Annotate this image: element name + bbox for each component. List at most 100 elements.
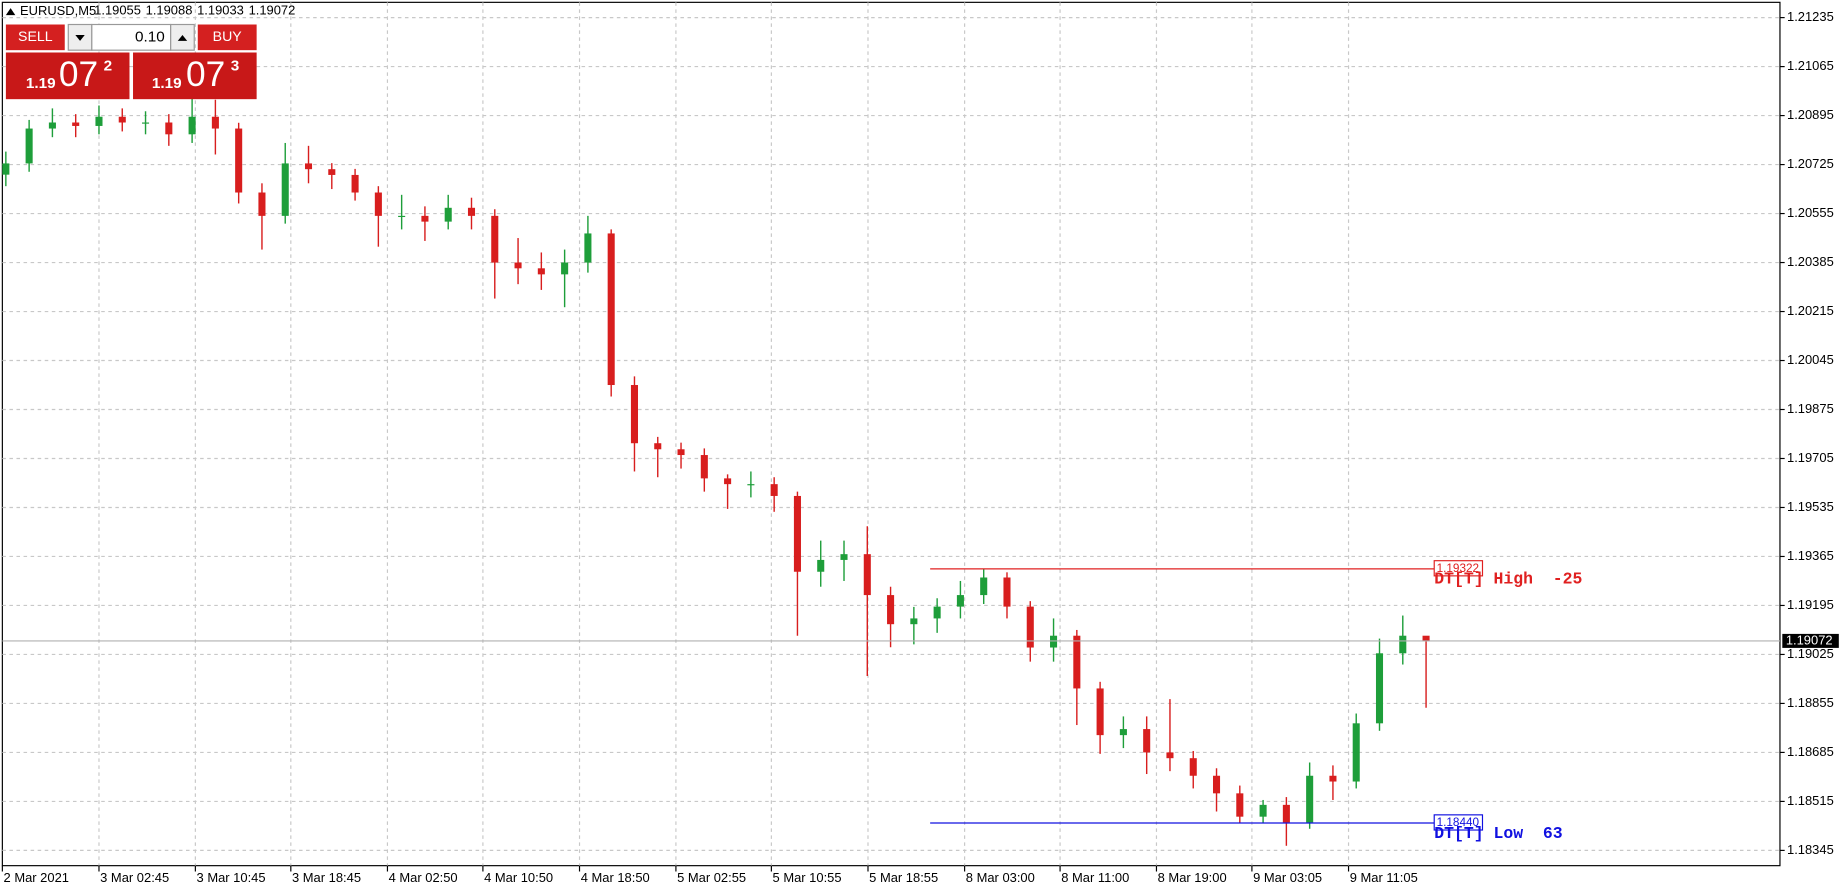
x-tick-label: 3 Mar 10:45 — [197, 870, 266, 885]
candles — [2, 96, 1430, 846]
x-tick-label: 8 Mar 11:00 — [1061, 870, 1129, 885]
candle-body — [956, 595, 964, 607]
sell-label: SELL — [18, 28, 53, 44]
sell-price-box[interactable] — [5, 52, 130, 100]
x-tick-label: 5 Mar 18:55 — [869, 870, 938, 885]
candle-body — [374, 192, 382, 216]
candle-body — [1282, 804, 1290, 823]
candle-body — [1003, 577, 1011, 607]
x-tick-label: 8 Mar 19:00 — [1158, 870, 1227, 885]
candle-body — [1073, 635, 1081, 689]
candle-body — [677, 449, 685, 456]
candle-body — [95, 116, 103, 126]
y-tick-label: 1.19025 — [1787, 646, 1834, 661]
y-tick-label: 1.21065 — [1787, 58, 1834, 73]
candle-body — [863, 554, 871, 596]
candle-body — [281, 163, 289, 216]
sell-pips: 07 — [59, 55, 98, 94]
candle-body — [1143, 729, 1151, 753]
candle-body — [1026, 606, 1034, 648]
level-label: 1.19322 — [1437, 562, 1480, 575]
buy-big-figure: 1.19 — [152, 75, 182, 92]
current-price-box — [1782, 633, 1839, 648]
y-tick-label: 1.19365 — [1787, 548, 1834, 563]
candle-body — [700, 455, 708, 479]
candle-body — [72, 122, 80, 126]
candle-body — [793, 495, 801, 572]
candle-body — [1119, 729, 1127, 736]
y-tick-label: 1.18345 — [1787, 842, 1834, 857]
candle-body — [770, 484, 778, 496]
candle-body — [1422, 635, 1430, 641]
candle-body — [1189, 758, 1197, 776]
x-tick-label: 3 Mar 02:45 — [100, 870, 169, 885]
buy-fraction: 3 — [231, 58, 240, 75]
up-arrow — [177, 35, 188, 41]
menu-triangle[interactable] — [5, 8, 16, 16]
header-value: 1.19088 — [146, 3, 193, 18]
lot-value: 0.10 — [135, 28, 165, 45]
candle-body — [351, 174, 359, 193]
header-values: 1.19055 1.19088 1.19033 1.19072 — [94, 3, 295, 18]
x-tick-label: 5 Mar 10:55 — [773, 870, 842, 885]
buy-button[interactable] — [197, 24, 257, 51]
x-tick-label: 3 Mar 18:45 — [292, 870, 361, 885]
y-tick-label: 1.21235 — [1787, 9, 1834, 24]
y-tick-label: 1.18515 — [1787, 793, 1834, 808]
buy-price-box[interactable] — [133, 52, 257, 100]
candle-body — [1375, 653, 1384, 724]
buy-label: BUY — [213, 28, 243, 44]
candle-body — [840, 554, 848, 560]
candle-body — [1352, 723, 1360, 782]
candle-body — [165, 122, 173, 135]
level-text: DT[T] High -25 — [1434, 570, 1582, 589]
y-tick-label: 1.19535 — [1787, 499, 1834, 514]
x-tick-label: 8 Mar 03:00 — [966, 870, 1035, 885]
candle-body — [607, 233, 615, 386]
y-tick-label: 1.20725 — [1787, 156, 1834, 171]
candle-body — [1096, 688, 1104, 736]
level-text: DT[T] Low 63 — [1434, 824, 1562, 843]
down-arrow — [75, 35, 85, 41]
y-tick-label: 1.20385 — [1787, 254, 1834, 269]
candle-body — [2, 163, 10, 175]
symbol: EURUSD,M5 — [20, 3, 96, 18]
candle-body — [747, 484, 755, 486]
candle-body — [398, 215, 406, 218]
candle-body — [514, 262, 522, 269]
sell-big-figure: 1.19 — [26, 75, 56, 92]
x-tick-label: 9 Mar 11:05 — [1350, 870, 1418, 885]
y-tick-label: 1.20045 — [1787, 352, 1834, 367]
current-price-label: 1.19072 — [1786, 632, 1833, 647]
candle-body — [1166, 752, 1174, 759]
candle-body — [887, 595, 895, 625]
candle-body — [258, 192, 266, 216]
candle-body — [118, 116, 126, 123]
y-tick-label: 1.20215 — [1787, 303, 1834, 318]
sell-button[interactable] — [5, 24, 65, 51]
level-label-box — [1433, 560, 1484, 577]
candle-body — [1236, 793, 1244, 817]
candle-body — [654, 443, 662, 450]
y-tick-label: 1.18685 — [1787, 744, 1834, 759]
header-value: 1.19072 — [249, 3, 296, 18]
buy-pips: 07 — [186, 55, 225, 94]
trade-panel: SELL 0.10 BUY 1.19 07 2 1.19 07 3 — [5, 23, 257, 100]
plot-frame — [1, 1, 1781, 867]
candle-body — [142, 122, 150, 124]
x-tick-label: 4 Mar 10:50 — [484, 870, 553, 885]
candle-body — [1399, 635, 1407, 654]
lot-field[interactable] — [91, 23, 172, 51]
candle-body — [304, 163, 313, 170]
level-label-box — [1433, 814, 1484, 831]
y-tick-label: 1.19195 — [1787, 597, 1834, 612]
candle-body — [491, 215, 499, 263]
x-tick-label: 9 Mar 03:05 — [1253, 870, 1322, 885]
y-tick-label: 1.18855 — [1787, 695, 1834, 710]
candle-body — [48, 122, 56, 129]
candle-body — [1212, 775, 1221, 794]
